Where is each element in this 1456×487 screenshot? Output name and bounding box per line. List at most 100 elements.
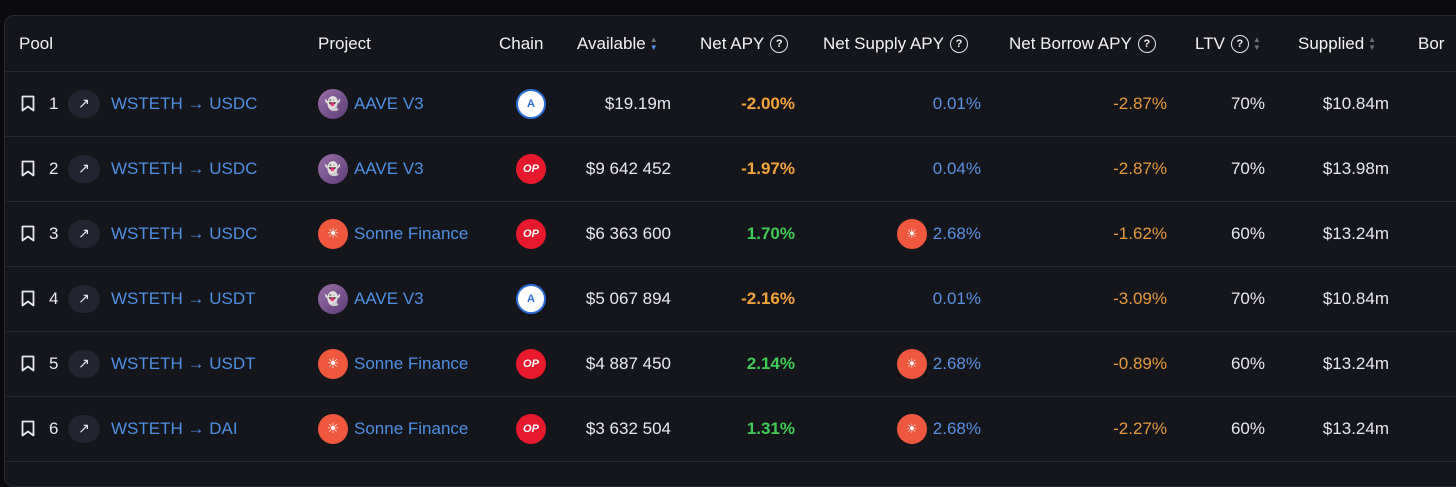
header-chain[interactable]: Chain — [499, 16, 543, 71]
chain-cell: OP — [515, 396, 547, 461]
project-link[interactable]: 👻 AAVE V3 — [318, 136, 424, 201]
help-icon[interactable]: ? — [1230, 34, 1249, 53]
pool-name: WSTETH → USDT — [111, 288, 256, 308]
pool-link[interactable]: WSTETH → USDT — [111, 331, 256, 396]
net-borrow-apy-value: -0.89% — [1113, 331, 1167, 396]
header-ltv-label: LTV — [1195, 33, 1225, 53]
bookmark-icon[interactable] — [21, 266, 35, 331]
arbitrum-icon: A — [516, 88, 546, 119]
row-index-label: 2 — [49, 158, 59, 178]
net-borrow-apy-value: -1.62% — [1113, 201, 1167, 266]
supply-apy-label: 0.01% — [932, 93, 981, 113]
ltv-label: 60% — [1230, 353, 1265, 373]
header-borrowed[interactable]: Bor — [1418, 16, 1444, 71]
project-name: Sonne Finance — [354, 223, 469, 243]
net-supply-apy-value: ☀ 2.68% — [896, 331, 981, 396]
external-link-button[interactable]: ↗ — [68, 71, 100, 136]
ltv-value: 70% — [1231, 71, 1265, 136]
borrow-apy-label: -1.62% — [1113, 223, 1167, 243]
bookmark-icon[interactable] — [21, 201, 35, 266]
header-supplied[interactable]: Supplied ▲ ▼ — [1298, 16, 1376, 71]
pool-name: WSTETH → USDC — [111, 93, 258, 113]
available-label: $9 642 452 — [585, 158, 671, 178]
bookmark-icon[interactable] — [21, 71, 35, 136]
ltv-label: 60% — [1230, 223, 1265, 243]
project-link[interactable]: 👻 AAVE V3 — [318, 266, 424, 331]
available-value: $9 642 452 — [586, 136, 671, 201]
available-label: $3 632 504 — [585, 418, 671, 438]
help-icon[interactable]: ? — [949, 34, 968, 53]
row-index: 6 — [49, 396, 63, 461]
ltv-value: 60% — [1231, 201, 1265, 266]
available-value: $19.19m — [605, 71, 671, 136]
project-link[interactable]: ☀ Sonne Finance — [318, 396, 468, 461]
header-net-supply-apy[interactable]: Net Supply APY ? — [823, 16, 968, 71]
optimism-icon: OP — [516, 413, 546, 444]
bookmark-icon[interactable] — [21, 331, 35, 396]
row-index: 4 — [49, 266, 63, 331]
available-value: $3 632 504 — [586, 396, 671, 461]
external-link-button[interactable]: ↗ — [68, 331, 100, 396]
borrow-apy-label: -2.27% — [1113, 418, 1167, 438]
header-net-apy-label: Net APY — [700, 33, 765, 53]
header-net-borrow-apy-label: Net Borrow APY — [1009, 33, 1132, 53]
project-name: AAVE V3 — [354, 158, 424, 178]
net-apy-value: 1.31% — [747, 396, 795, 461]
help-icon[interactable]: ? — [1137, 34, 1156, 53]
pool-link[interactable]: WSTETH → USDT — [111, 266, 256, 331]
header-pool[interactable]: Pool — [19, 16, 53, 71]
aave-ghost-icon: 👻 — [318, 153, 348, 184]
arrow-up-right-icon: ↗ — [68, 219, 100, 248]
bookmark-icon[interactable] — [21, 136, 35, 201]
header-net-apy[interactable]: Net APY ? — [700, 16, 789, 71]
supply-apy-label: 2.68% — [932, 353, 981, 373]
arbitrum-icon: A — [516, 283, 546, 314]
optimism-icon: OP — [516, 218, 546, 249]
sort-descending-icon[interactable]: ▲ ▼ — [649, 34, 658, 52]
header-project[interactable]: Project — [318, 16, 371, 71]
pool-link[interactable]: WSTETH → DAI — [111, 396, 238, 461]
pool-name: WSTETH → USDC — [111, 223, 258, 243]
row-index-label: 3 — [49, 223, 59, 243]
header-supplied-label: Supplied — [1298, 33, 1365, 53]
supplied-value: $10.84m — [1323, 71, 1389, 136]
row-index-label: 4 — [49, 288, 59, 308]
sort-icon[interactable]: ▲ ▼ — [1368, 34, 1377, 52]
row-index: 1 — [49, 71, 63, 136]
arrow-up-right-icon: ↗ — [68, 349, 100, 378]
aave-ghost-icon: 👻 — [318, 283, 348, 314]
help-icon[interactable]: ? — [770, 34, 789, 53]
project-link[interactable]: ☀ Sonne Finance — [318, 201, 468, 266]
row-index-label: 6 — [49, 418, 59, 438]
pool-link[interactable]: WSTETH → USDC — [111, 136, 257, 201]
supplied-label: $10.84m — [1322, 288, 1389, 308]
supply-apy-label: 0.04% — [932, 158, 981, 178]
net-apy-value: 2.14% — [747, 331, 795, 396]
external-link-button[interactable]: ↗ — [68, 201, 100, 266]
borrow-apy-label: -0.89% — [1113, 353, 1167, 373]
sonne-sun-icon: ☀ — [318, 218, 348, 249]
header-net-borrow-apy[interactable]: Net Borrow APY ? — [1009, 16, 1156, 71]
sonne-sun-icon: ☀ — [318, 348, 348, 379]
project-link[interactable]: 👻 AAVE V3 — [318, 71, 424, 136]
ltv-value: 60% — [1231, 331, 1265, 396]
row-index-label: 5 — [49, 353, 59, 373]
external-link-button[interactable]: ↗ — [68, 136, 100, 201]
header-ltv[interactable]: LTV ? ▲ ▼ — [1195, 16, 1261, 71]
external-link-button[interactable]: ↗ — [68, 266, 100, 331]
net-apy-label: 1.31% — [746, 418, 795, 438]
ltv-value: 70% — [1231, 136, 1265, 201]
pool-link[interactable]: WSTETH → USDC — [111, 201, 257, 266]
aave-ghost-icon: 👻 — [318, 88, 348, 119]
sort-icon[interactable]: ▲ ▼ — [1252, 34, 1261, 52]
pool-link[interactable]: WSTETH → USDC — [111, 71, 257, 136]
header-project-label: Project — [318, 33, 371, 53]
header-available[interactable]: Available ▲ ▼ — [577, 16, 658, 71]
net-borrow-apy-value: -2.87% — [1113, 136, 1167, 201]
pool-name: WSTETH → USDT — [111, 353, 256, 373]
bookmark-icon[interactable] — [21, 396, 35, 461]
chain-cell: A — [515, 71, 547, 136]
external-link-button[interactable]: ↗ — [68, 396, 100, 461]
borrow-apy-label: -2.87% — [1113, 93, 1167, 113]
project-link[interactable]: ☀ Sonne Finance — [318, 331, 468, 396]
